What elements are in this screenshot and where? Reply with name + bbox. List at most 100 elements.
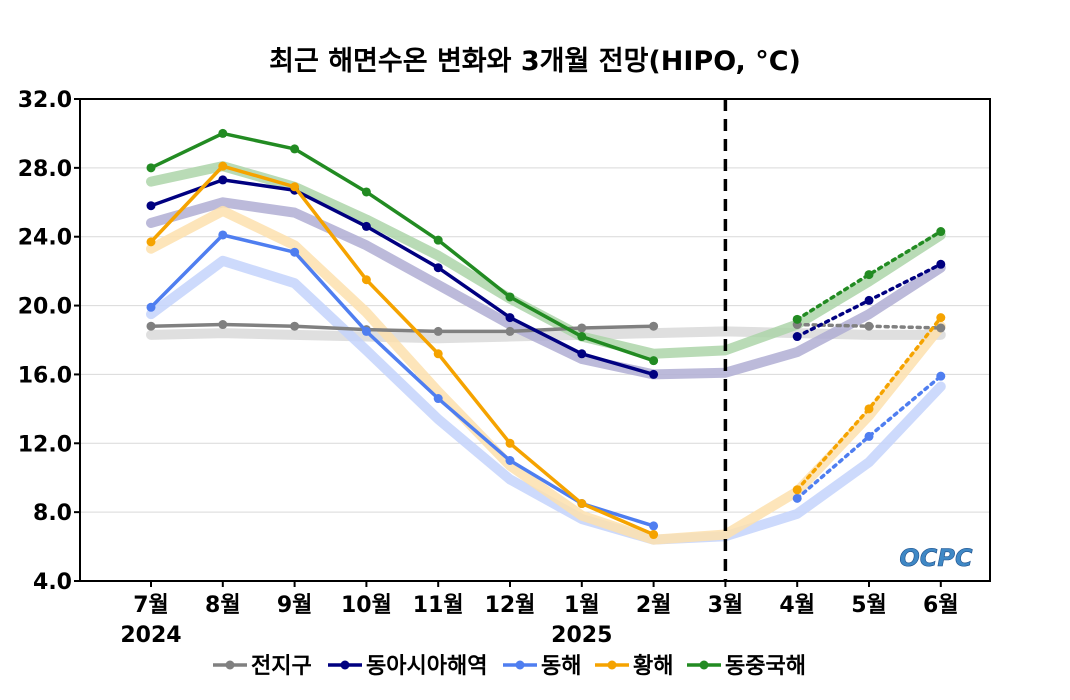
forecast-point — [792, 332, 802, 342]
forecast-point — [864, 295, 874, 305]
observed-point — [649, 530, 659, 540]
observed-point — [290, 321, 300, 331]
observed-point — [290, 144, 300, 154]
legend-label: 동중국해 — [725, 654, 806, 679]
observed-point — [146, 321, 156, 331]
forecast-point — [936, 259, 946, 269]
observed-point — [577, 499, 587, 509]
normal-band-동해 — [146, 255, 946, 545]
observed-point — [290, 182, 300, 192]
legend-label: 황해 — [633, 654, 673, 679]
series-동중국해 — [146, 128, 946, 366]
observed-point — [433, 235, 443, 245]
forecast-point — [936, 313, 946, 323]
observed-line — [149, 164, 655, 537]
observed-point — [218, 161, 228, 171]
observed-point — [505, 292, 515, 302]
observed-point — [146, 302, 156, 312]
series-황해 — [146, 161, 946, 540]
legend: 전지구 동아시아해역 동해 황해 동중국해 — [213, 654, 806, 679]
observed-point — [218, 320, 228, 330]
observed-point — [505, 438, 515, 448]
ocpc-logo-text: OCPC — [899, 544, 973, 572]
legend-item: 전지구 — [213, 654, 312, 679]
legend-label: 동아시아해역 — [366, 654, 487, 679]
observed-point — [505, 326, 515, 336]
observed-line — [150, 178, 655, 377]
observed-point — [361, 221, 371, 231]
legend-item: 동해 — [503, 654, 581, 679]
y-tick-label: 20.0 — [18, 295, 72, 320]
observed-point — [218, 230, 228, 240]
forecast-point — [936, 227, 946, 237]
forecast-point — [864, 431, 874, 441]
observed-point — [218, 175, 228, 185]
x-tick-label: 3월 — [708, 593, 744, 618]
x-tick-label: 8월 — [205, 593, 241, 618]
observed-point — [505, 313, 515, 323]
observed-line — [149, 233, 655, 528]
forecast-point — [792, 485, 802, 495]
x-tick-label: 12월 — [485, 593, 536, 618]
forecast-point — [792, 314, 802, 324]
observed-point — [649, 369, 659, 379]
observed-point — [361, 275, 371, 285]
observed-point — [433, 263, 443, 273]
normal-band-동아시아해역 — [146, 197, 946, 380]
y-tick-label: 8.0 — [33, 501, 72, 526]
observed-point — [433, 326, 443, 336]
observed-point — [361, 187, 371, 197]
observed-point — [577, 349, 587, 359]
y-tick-label: 4.0 — [33, 570, 72, 595]
forecast-point — [792, 493, 802, 503]
observed-point — [218, 128, 228, 138]
x-tick-label: 9월 — [277, 593, 313, 618]
x-tick-label: 10월 — [341, 593, 392, 618]
series-동아시아해역 — [146, 175, 946, 379]
observed-point — [577, 323, 587, 333]
legend-label: 전지구 — [251, 654, 312, 679]
y-tick-label: 28.0 — [18, 157, 72, 182]
y-tick-label: 24.0 — [18, 226, 72, 251]
observed-point — [361, 326, 371, 336]
observed-point — [649, 521, 659, 531]
observed-point — [649, 321, 659, 331]
legend-swatch-marker — [699, 660, 709, 670]
forecast-point — [936, 323, 946, 333]
observed-point — [649, 356, 659, 366]
observed-point — [146, 201, 156, 211]
x-year-label: 2024 — [120, 623, 181, 648]
forecast-point — [864, 270, 874, 280]
x-tick-label: 2월 — [636, 593, 672, 618]
plot-area-frame — [79, 98, 991, 582]
observed-line — [150, 131, 655, 363]
series-동해 — [146, 230, 946, 531]
legend-swatch-marker — [515, 660, 525, 670]
ocpc-logo: OCPC — [899, 544, 973, 573]
forecast-point — [864, 321, 874, 331]
legend-item: 황해 — [595, 654, 673, 679]
x-tick-label: 6월 — [923, 593, 959, 618]
chart-title: 최근 해면수온 변화와 3개월 전망(HIPO, °C) — [269, 46, 801, 77]
forecast-point — [936, 371, 946, 381]
x-tick-label: 11월 — [413, 593, 464, 618]
x-tick-label: 4월 — [779, 593, 815, 618]
legend-label: 동해 — [541, 654, 581, 679]
legend-item: 동아시아해역 — [328, 654, 487, 679]
legend-item: 동중국해 — [687, 654, 806, 679]
observed-point — [146, 237, 156, 247]
y-tick-label: 16.0 — [18, 363, 72, 388]
axes: 4.0 8.0 12.0 16.0 20.0 24.0 28.0 32.0 7월 8월 9월 10월 1… — [18, 88, 959, 648]
forecast-point — [864, 404, 874, 414]
observed-point — [290, 247, 300, 257]
x-year-label: 2025 — [551, 623, 612, 648]
series-lines — [146, 128, 946, 540]
y-tick-label: 32.0 — [18, 88, 72, 113]
observed-point — [433, 349, 443, 359]
observed-point — [146, 163, 156, 173]
y-tick-label: 12.0 — [18, 432, 72, 457]
legend-swatch-marker — [607, 660, 617, 670]
observed-point — [505, 456, 515, 465]
observed-point — [433, 394, 443, 404]
